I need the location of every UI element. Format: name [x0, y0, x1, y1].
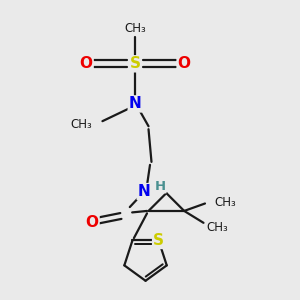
Text: O: O: [178, 56, 191, 71]
Text: S: S: [153, 233, 164, 248]
Text: H: H: [155, 180, 166, 193]
Text: O: O: [80, 56, 93, 71]
Text: S: S: [130, 56, 141, 71]
Text: CH₃: CH₃: [206, 221, 228, 234]
Text: N: N: [129, 96, 142, 111]
Text: CH₃: CH₃: [124, 22, 146, 34]
Text: O: O: [85, 215, 98, 230]
Text: CH₃: CH₃: [70, 118, 92, 131]
Text: N: N: [138, 184, 150, 199]
Text: CH₃: CH₃: [214, 196, 236, 208]
